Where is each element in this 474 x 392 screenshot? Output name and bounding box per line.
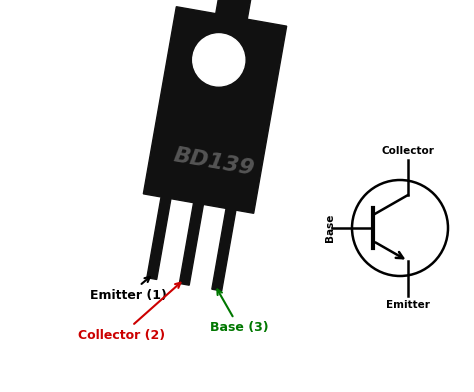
Text: Emitter (1): Emitter (1) [90, 277, 167, 301]
Circle shape [352, 180, 448, 276]
Text: Collector (2): Collector (2) [78, 283, 181, 341]
Text: Base: Base [325, 214, 335, 242]
Text: Emitter: Emitter [386, 300, 430, 310]
Circle shape [193, 34, 245, 86]
Text: BD139: BD139 [172, 146, 256, 180]
Polygon shape [212, 209, 236, 291]
Polygon shape [147, 197, 171, 279]
Polygon shape [143, 0, 287, 213]
Polygon shape [179, 203, 203, 285]
Text: Base (3): Base (3) [210, 289, 269, 334]
Text: Collector: Collector [382, 146, 435, 156]
